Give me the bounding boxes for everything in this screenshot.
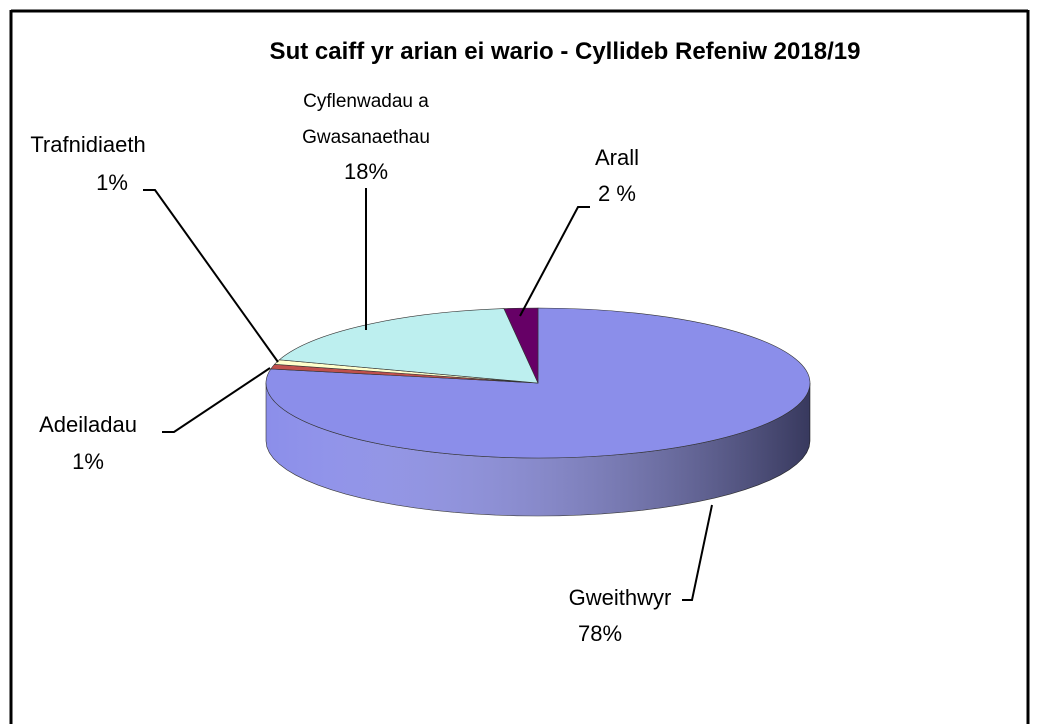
slice xyxy=(278,308,539,384)
value-label: 2 % xyxy=(598,181,636,206)
slice-label: Gweithwyr xyxy=(568,585,672,610)
chart-title: Sut caiff yr arian ei wario - Cyllideb R… xyxy=(269,38,861,65)
slice xyxy=(503,307,539,384)
value-label: 18% xyxy=(343,159,389,184)
leader-line xyxy=(162,367,271,433)
slice-side-shade xyxy=(266,383,810,516)
leader-line xyxy=(682,504,713,601)
value-label: 1% xyxy=(96,170,128,195)
slice-label: Cyflenwadau a Gwasanaethau xyxy=(302,91,430,148)
slice-label: Adeiladau xyxy=(39,412,137,437)
slice-label: Arall xyxy=(594,145,640,170)
leader-line xyxy=(143,189,279,363)
value-label: 78% xyxy=(577,621,623,646)
slice-label: Trafnidiaeth xyxy=(30,132,146,157)
leader-line xyxy=(519,206,590,317)
value-label: 1% xyxy=(72,449,104,474)
